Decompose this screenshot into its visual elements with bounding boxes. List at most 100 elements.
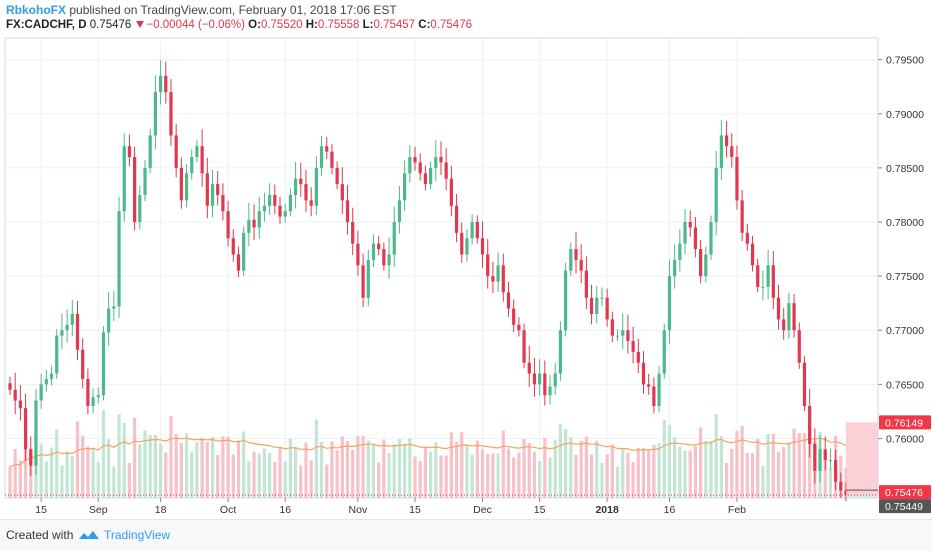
volume-bar [418,461,422,498]
position-projection [5,422,878,498]
author-link[interactable]: RbkohoFX [6,3,66,17]
volume-bar [802,433,807,498]
volume-bar [75,421,80,498]
volume-bar [242,431,246,498]
price-label: 0.75449 [885,501,923,513]
volume-bar [428,451,433,498]
volume-bar [636,448,640,498]
candle [636,338,640,374]
volume-bar [101,410,106,498]
volume-bar [236,440,241,498]
candle [44,369,48,392]
candle [184,164,189,208]
volume-bar [39,443,43,498]
candle [538,359,542,396]
candle [501,253,505,302]
candle [101,325,106,401]
x-tick-label: Oct [220,504,236,516]
candle [714,150,718,236]
candle [631,326,635,364]
candle [657,365,661,413]
y-tick-label: 0.77500 [886,271,924,283]
candle [13,372,17,415]
candle [143,160,147,202]
candle [293,161,298,209]
volume-bar [439,455,443,498]
volume-bar [761,466,765,498]
candle [221,183,225,221]
volume-bar [506,448,511,498]
volume-bar [397,439,402,498]
volume-bar [387,453,391,498]
published-text: published on TradingView.com, February 0… [69,3,397,17]
candle [138,185,142,230]
volume-bar [210,437,215,498]
candle [195,139,199,163]
volume-bar [657,443,661,498]
candle [319,135,324,177]
volume-bar [278,448,282,498]
volume-bar [340,436,344,498]
x-tick-label: Feb [728,504,746,516]
volume-bar [221,436,225,498]
candle [231,229,235,262]
volume-bar [231,454,235,498]
candle [314,156,318,216]
candle [527,345,531,388]
volume-bar [579,441,583,498]
volume-bar [366,440,370,498]
candle [169,79,173,146]
volume-bar [756,439,760,498]
candle [361,253,365,308]
chart-header: RbkohoFX published on TradingView.com, F… [0,0,932,36]
candle [667,259,672,344]
volume-bar [184,433,189,498]
candle [724,121,729,158]
volume-bar [823,450,827,498]
candle [834,449,838,491]
y-tick-label: 0.78000 [886,217,924,229]
price-label: 0.76149 [885,417,923,429]
y-tick-label: 0.77000 [886,325,924,337]
volume-bar [787,442,791,498]
candle [423,165,428,191]
candle [164,61,168,104]
volume-bar [91,447,95,498]
tradingview-link[interactable]: TradingView [104,528,171,542]
volume-bar [148,435,152,498]
price-chart[interactable]: 0.79500 0.79000 0.78500 0.78000 0.77500 0.770… [0,36,932,519]
volume-bar [652,444,656,498]
candle [460,222,464,263]
volume-bar [766,434,770,498]
price-label: 0.75476 [885,487,923,499]
volume-bar [138,444,142,498]
volume-bar [465,445,469,498]
price-axis[interactable]: 0.79500 0.79000 0.78500 0.78000 0.77500 0.770… [878,55,931,514]
volume-bar [361,436,365,498]
candle [719,119,723,181]
volume-bar [356,436,360,498]
candle [304,169,308,212]
symbol-label[interactable]: FX:CADCHF, D [6,19,87,31]
candle [29,436,33,476]
candle [683,209,687,255]
candle [688,210,692,237]
y-tick-label: 0.79500 [886,55,924,67]
candle [574,232,578,274]
candle [512,299,516,333]
candle [91,388,95,414]
volume-bar [96,462,100,498]
time-axis[interactable]: 15 Sep 18 Oct 16 Nov 15 Dec 15 2018 16 Feb [35,498,746,516]
volume-bar [49,447,54,498]
candle [735,145,739,210]
volume-bar [683,451,687,498]
volume-bar [273,462,277,498]
candle [693,217,698,258]
volume-bar [776,452,781,498]
volume-bar [553,440,557,498]
tradingview-logo-icon [79,531,99,539]
candle [496,252,500,292]
volume-bar [610,444,614,498]
candle [216,171,220,206]
candle [818,435,822,483]
